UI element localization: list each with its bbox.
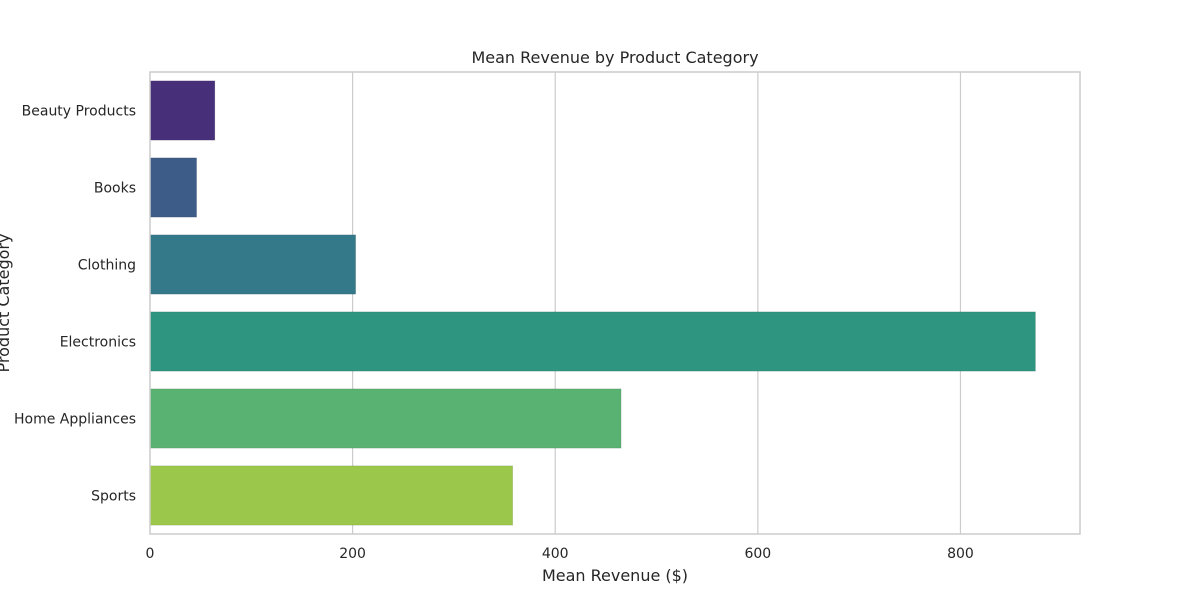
- bar: [149, 234, 357, 295]
- y-tick-label: Clothing: [78, 258, 136, 274]
- plot-frame: [149, 71, 1081, 535]
- bars: [149, 80, 1036, 526]
- bar: [149, 388, 622, 449]
- x-tick-label: 0: [146, 546, 155, 562]
- bar: [149, 157, 198, 218]
- x-tick-label: 200: [339, 546, 366, 562]
- x-tick-labels: 0 200 400 600 800: [146, 546, 974, 562]
- y-tick-label: Electronics: [60, 335, 136, 351]
- y-tick-labels: Beauty Products Books Clothing Electronics H…: [14, 104, 136, 505]
- bar: [149, 465, 514, 526]
- x-tick-label: 400: [542, 546, 569, 562]
- y-axis-title: Product Category: [0, 234, 13, 373]
- y-tick-label: Books: [94, 181, 136, 197]
- chart-title: Mean Revenue by Product Category: [471, 48, 758, 67]
- bar: [149, 80, 216, 141]
- y-tick-label: Home Appliances: [14, 412, 136, 428]
- y-tick-label: Sports: [91, 489, 136, 505]
- x-tick-label: 800: [947, 546, 974, 562]
- x-tick-label: 600: [744, 546, 771, 562]
- bar: [149, 311, 1036, 372]
- grid-lines: [352, 72, 962, 534]
- y-tick-label: Beauty Products: [22, 104, 136, 120]
- x-axis-title: Mean Revenue ($): [542, 566, 688, 585]
